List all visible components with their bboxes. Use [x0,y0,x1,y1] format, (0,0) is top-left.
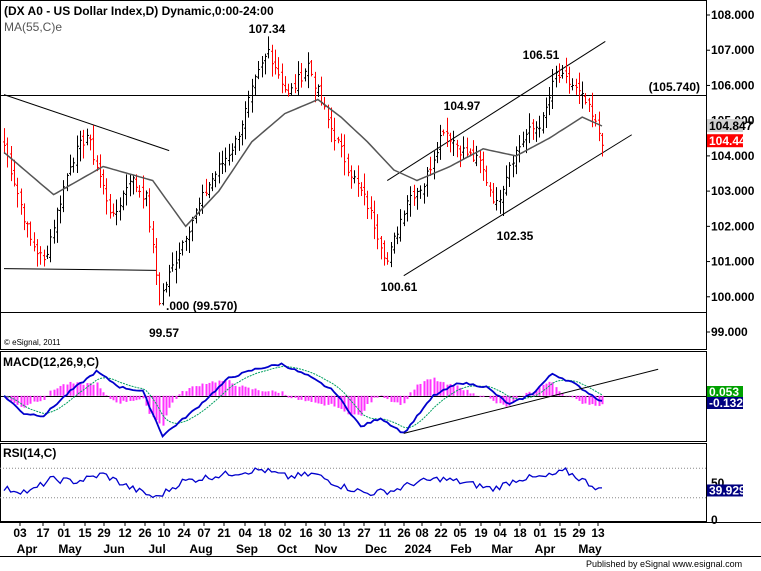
rsi-panel-frame [0,443,707,522]
x-axis-day-label: 30 [318,526,332,540]
x-axis-month-label: Jun [103,542,124,556]
ma-indicator-label: MA(55,C)e [4,20,62,34]
x-axis-day-label: 19 [474,526,488,540]
macd-trendline [403,368,659,434]
price-chart-title: (DX A0 - US Dollar Index,D) Dynamic,0:00… [4,4,274,18]
x-axis-day-label: 13 [591,526,605,540]
price-tag-value: 104.445 [709,134,753,148]
rsi-chart [0,466,706,499]
macd-value: 0.053 [709,385,739,399]
y-axis-tick-label: 102.000 [711,219,755,233]
x-axis-month-label: Mar [491,542,513,556]
axes: 108.000107.000106.000105.000104.000103.0… [13,8,754,556]
rsi-line [3,466,602,499]
macd-chart [0,362,706,438]
x-axis-day-label: 22 [434,526,448,540]
x-axis-day-label: 18 [258,526,272,540]
x-axis-day-label: 29 [97,526,111,540]
x-axis-month-label: Aug [189,542,212,556]
x-axis-day-label: 17 [36,526,50,540]
price-tag [707,134,743,148]
rsi-title: RSI(14,C) [3,446,56,460]
price-annotation: 106.51 [523,48,560,62]
x-axis-month-label: May [58,542,82,556]
x-axis-month-label: Nov [315,542,338,556]
x-axis-day-label: 13 [337,526,351,540]
x-axis-month-label: Oct [277,542,297,556]
x-axis-day-label: 02 [278,526,292,540]
x-axis-day-label: 29 [572,526,586,540]
x-axis-day-label: 10 [157,526,171,540]
x-axis-month-label: Feb [450,542,471,556]
y-axis-tick-label: 106.000 [711,78,755,92]
price-annotation: .000 (99.570) [166,299,237,313]
trendline [386,40,606,181]
macd-line [3,362,603,438]
macd-value: -0.132 [709,396,743,410]
x-axis-day-label: 04 [493,526,507,540]
price-chart: 107.34 106.51 104.97 102.35 100.61 99.57 (105.… [0,22,706,340]
macd-value-tag [707,386,743,398]
macd-signal-line [3,365,603,429]
x-axis-day-label: 12 [118,526,132,540]
x-axis-month-label: May [578,542,602,556]
x-axis-day-label: 26 [138,526,152,540]
price-annotation: 107.34 [249,22,286,36]
x-axis-day-label: 16 [299,526,313,540]
price-tag [707,119,743,133]
x-axis-day-label: 18 [513,526,527,540]
x-axis-day-label: 15 [78,526,92,540]
moving-average-line [3,98,603,228]
y-axis-tick-label: 108.000 [711,8,755,22]
x-axis-day-label: 01 [57,526,71,540]
macd-value-tag [707,397,743,409]
x-axis-month-label: Sep [236,542,258,556]
rsi-value: 39.929 [709,483,746,497]
price-panel-frame [0,0,707,350]
x-axis-day-label: 15 [553,526,567,540]
price-annotation: 102.35 [497,229,534,243]
price-annotation: 99.57 [149,326,179,340]
x-axis-day-label: 26 [397,526,411,540]
y-axis-tick-label: 107.000 [711,43,755,57]
macd-title: MACD(12,26,9,C) [3,355,99,369]
x-axis-day-label: 01 [533,526,547,540]
price-annotation: 100.61 [381,280,418,294]
x-axis-month-label: Apr [17,542,38,556]
x-axis-day-label: 21 [217,526,231,540]
copyright-note: © eSignal, 2011 [4,338,61,347]
footer-credit: Published by eSignal www.esignal.com [586,559,742,569]
x-axis-day-label: 05 [453,526,467,540]
x-axis-day-label: 24 [177,526,191,540]
price-annotation: 104.97 [444,99,481,113]
y-axis-tick-label: 100.000 [711,290,755,304]
y-axis-tick-label: 103.000 [711,184,755,198]
y-axis-tick-label: 104.000 [711,149,755,163]
trendline [3,94,170,152]
x-axis-month-label: Jul [148,542,165,556]
trendline [403,134,632,277]
rsi-value-tag [707,484,743,497]
x-axis-month-label: 2024 [405,542,432,556]
x-axis-day-label: 11 [379,526,392,540]
x-axis-day-label: 08 [415,526,429,540]
x-axis-day-label: 03 [13,526,27,540]
x-axis-day-label: 07 [197,526,211,540]
rsi-tick-label: 0 [711,513,718,527]
x-axis-month-label: Dec [365,542,387,556]
y-axis-tick-label: 101.000 [711,255,755,269]
x-axis-day-label: 27 [357,526,371,540]
y-axis-tick-label: 99.000 [711,325,748,339]
price-annotation: (105.740) [649,80,700,94]
x-axis-day-label: 04 [238,526,252,540]
trendline [3,268,156,271]
price-tag-value: 104.847 [709,119,753,133]
x-axis-month-label: Apr [535,542,556,556]
